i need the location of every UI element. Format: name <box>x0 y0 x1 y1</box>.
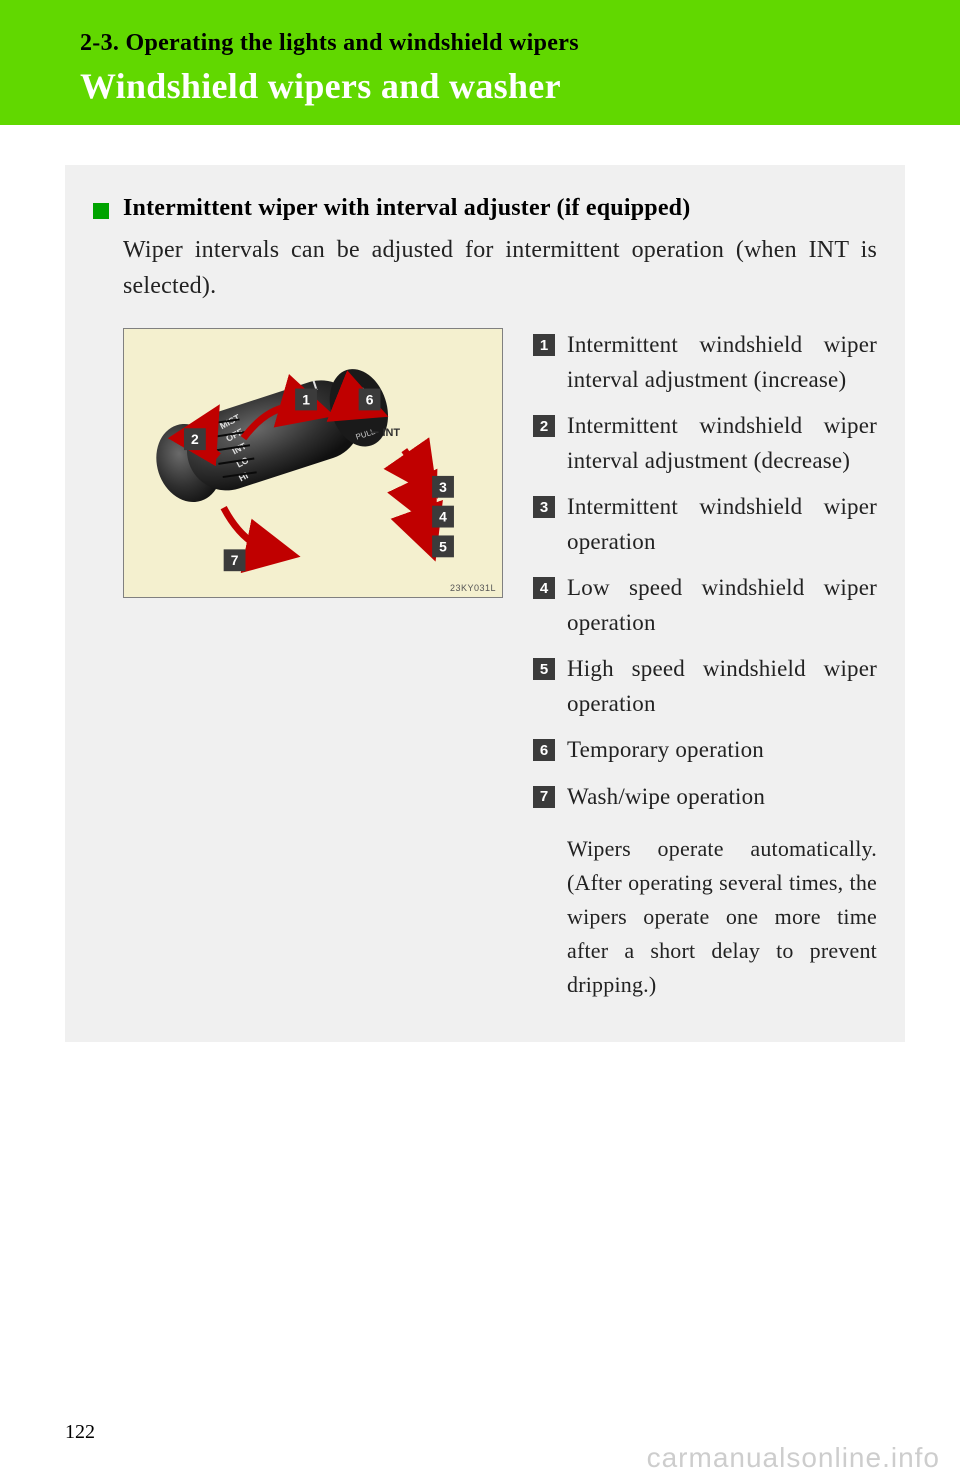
svg-text:4: 4 <box>439 509 447 525</box>
list-item-text: High speed windshield wiper operation <box>567 652 877 721</box>
number-badge-icon: 1 <box>533 334 555 356</box>
wiper-stalk-figure: PULL MIST OFF INT LO HI <box>123 328 503 598</box>
list-item: 7 Wash/wipe operation <box>533 780 877 815</box>
number-badge-icon: 3 <box>533 496 555 518</box>
figure-code: 23KY031L <box>450 583 496 593</box>
list-item-text: Low speed windshield wiper operation <box>567 571 877 640</box>
manual-page: 2-3. Operating the lights and windshield… <box>0 0 960 1484</box>
subsection-heading: Intermittent wiper with interval adjuste… <box>123 195 690 222</box>
list-item: 2 Intermittent windshield wiper interval … <box>533 409 877 478</box>
number-badge-icon: 7 <box>533 786 555 808</box>
number-badge-icon: 5 <box>533 658 555 680</box>
list-item-text: Intermittent windshield wiper interval a… <box>567 328 877 397</box>
figure-column: PULL MIST OFF INT LO HI <box>123 328 503 1002</box>
watermark-text: carmanualsonline.info <box>647 1442 940 1474</box>
section-label: 2-3. Operating the lights and windshield… <box>80 30 900 57</box>
callout-list: 1 Intermittent windshield wiper interval … <box>533 328 877 1002</box>
int-label: INT <box>382 427 400 439</box>
svg-text:1: 1 <box>302 391 310 407</box>
green-square-marker-icon <box>93 203 109 219</box>
list-item: 4 Low speed windshield wiper operation <box>533 571 877 640</box>
subsection-row: Intermittent wiper with interval adjuste… <box>93 195 877 222</box>
number-badge-icon: 6 <box>533 739 555 761</box>
wiper-stalk-svg: PULL MIST OFF INT LO HI <box>124 329 502 597</box>
intro-text: Wiper intervals can be adjusted for inte… <box>123 232 877 304</box>
list-item: 3 Intermittent windshield wiper operation <box>533 490 877 559</box>
list-item-text: Intermittent windshield wiper interval a… <box>567 409 877 478</box>
list-item-text: Temporary operation <box>567 733 877 768</box>
number-badge-icon: 4 <box>533 577 555 599</box>
header-band: 2-3. Operating the lights and windshield… <box>0 0 960 125</box>
content-box: Intermittent wiper with interval adjuste… <box>65 165 905 1042</box>
svg-text:7: 7 <box>231 552 239 568</box>
svg-text:3: 3 <box>439 479 447 495</box>
list-item: 6 Temporary operation <box>533 733 877 768</box>
list-item: 5 High speed windshield wiper operation <box>533 652 877 721</box>
list-item-text: Intermittent windshield wiper operation <box>567 490 877 559</box>
page-title: Windshield wipers and washer <box>80 65 900 107</box>
page-number: 122 <box>65 1421 95 1444</box>
list-item: 1 Intermittent windshield wiper interval … <box>533 328 877 397</box>
two-column: PULL MIST OFF INT LO HI <box>123 328 877 1002</box>
svg-text:5: 5 <box>439 538 447 554</box>
list-item-text: Wash/wipe operation <box>567 780 877 815</box>
svg-text:2: 2 <box>191 431 199 447</box>
number-badge-icon: 2 <box>533 415 555 437</box>
svg-text:6: 6 <box>366 391 374 407</box>
note-text: Wipers operate automatically. (After ope… <box>567 832 877 1002</box>
